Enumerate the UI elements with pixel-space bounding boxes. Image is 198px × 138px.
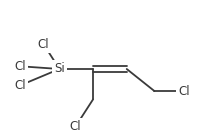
Text: Cl: Cl — [14, 79, 26, 92]
Text: Cl: Cl — [69, 120, 81, 133]
Text: Cl: Cl — [178, 85, 190, 98]
Text: Si: Si — [54, 63, 65, 75]
Text: Cl: Cl — [38, 38, 49, 51]
Text: Cl: Cl — [14, 60, 26, 73]
